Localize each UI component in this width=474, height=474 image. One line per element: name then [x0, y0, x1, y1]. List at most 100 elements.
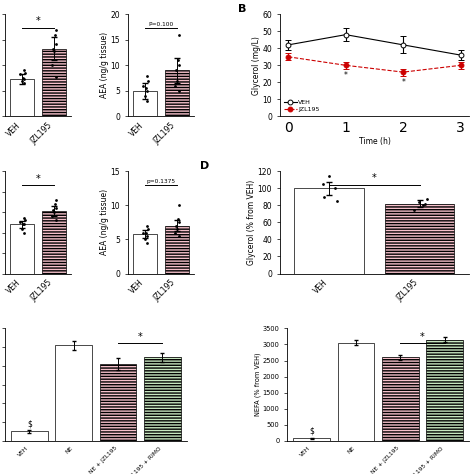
Point — [20, 215, 27, 222]
Point — [174, 56, 182, 64]
Point — [175, 232, 182, 240]
Text: *: * — [36, 17, 40, 27]
Bar — [133, 91, 157, 117]
Legend: VEH, JZL195: VEH, JZL195 — [283, 99, 321, 113]
Text: *: * — [36, 173, 40, 183]
Point — [173, 67, 180, 74]
Bar — [382, 357, 419, 441]
Text: $: $ — [309, 427, 314, 436]
Text: *: * — [420, 332, 425, 342]
Point — [173, 226, 181, 233]
Point — [419, 201, 427, 209]
Y-axis label: Glycerol (mg/L): Glycerol (mg/L) — [252, 36, 261, 95]
Point — [49, 206, 57, 214]
Point — [52, 217, 59, 224]
Text: p=0.1375: p=0.1375 — [146, 179, 176, 184]
Point — [173, 77, 181, 84]
Point — [20, 229, 27, 237]
Bar — [293, 438, 330, 441]
Point — [52, 196, 60, 204]
Point — [143, 222, 150, 229]
Point — [144, 87, 151, 95]
Bar — [165, 71, 189, 117]
Point — [20, 80, 27, 87]
Point — [52, 26, 60, 33]
Text: *: * — [372, 173, 377, 183]
Point — [333, 197, 340, 205]
Point — [143, 97, 151, 105]
X-axis label: Time (h): Time (h) — [358, 137, 391, 146]
Point — [319, 180, 327, 188]
Point — [174, 215, 182, 223]
Point — [139, 229, 146, 237]
Point — [21, 69, 28, 77]
Bar — [426, 340, 463, 441]
Point — [173, 222, 180, 229]
Point — [331, 184, 338, 192]
Y-axis label: Glycerol (% from VEH): Glycerol (% from VEH) — [247, 180, 256, 265]
Bar — [42, 211, 66, 273]
Point — [143, 84, 150, 92]
Point — [171, 82, 179, 90]
Point — [320, 193, 328, 201]
Point — [144, 226, 152, 233]
Text: D: D — [200, 161, 210, 171]
Bar — [42, 49, 66, 117]
Point — [51, 200, 58, 208]
Point — [415, 198, 422, 206]
Point — [144, 77, 152, 84]
Point — [144, 232, 151, 240]
Text: P=0.100: P=0.100 — [148, 22, 173, 27]
Bar — [294, 188, 364, 273]
Text: B: B — [238, 4, 246, 14]
Point — [326, 172, 333, 179]
Point — [175, 201, 182, 209]
Bar — [133, 234, 157, 273]
Point — [48, 62, 55, 69]
Point — [19, 74, 27, 82]
Text: $: $ — [27, 419, 32, 428]
Text: *: * — [401, 78, 405, 87]
Point — [16, 71, 24, 78]
Bar — [55, 345, 92, 441]
Point — [424, 195, 431, 202]
Point — [143, 229, 150, 237]
Y-axis label: NEFA (% from VEH): NEFA (% from VEH) — [255, 353, 261, 417]
Y-axis label: AEA (ng/g tissue): AEA (ng/g tissue) — [100, 189, 109, 255]
Point — [141, 92, 149, 100]
Y-axis label: AEA (ng/g tissue): AEA (ng/g tissue) — [100, 32, 109, 99]
Bar — [100, 364, 137, 441]
Point — [143, 239, 151, 246]
Point — [50, 209, 57, 216]
Bar — [10, 225, 34, 273]
Point — [139, 82, 146, 90]
Point — [49, 45, 57, 53]
Point — [171, 229, 179, 237]
Point — [16, 219, 24, 226]
Point — [18, 77, 26, 84]
Bar — [10, 79, 34, 117]
Point — [410, 206, 418, 213]
Point — [52, 73, 59, 81]
Point — [175, 31, 182, 38]
Point — [176, 219, 183, 226]
Bar — [165, 226, 189, 273]
Point — [20, 75, 28, 83]
Bar — [11, 431, 48, 441]
Point — [175, 87, 182, 95]
Point — [422, 200, 429, 208]
Point — [21, 217, 28, 224]
Point — [20, 221, 28, 228]
Point — [19, 221, 27, 228]
Bar — [144, 357, 181, 441]
Point — [48, 212, 55, 220]
Text: *: * — [344, 71, 347, 80]
Point — [141, 236, 149, 243]
Bar — [337, 343, 374, 441]
Point — [18, 225, 26, 232]
Bar — [385, 204, 455, 273]
Point — [176, 62, 183, 69]
Point — [20, 67, 27, 74]
Point — [53, 40, 60, 47]
Point — [143, 72, 150, 79]
